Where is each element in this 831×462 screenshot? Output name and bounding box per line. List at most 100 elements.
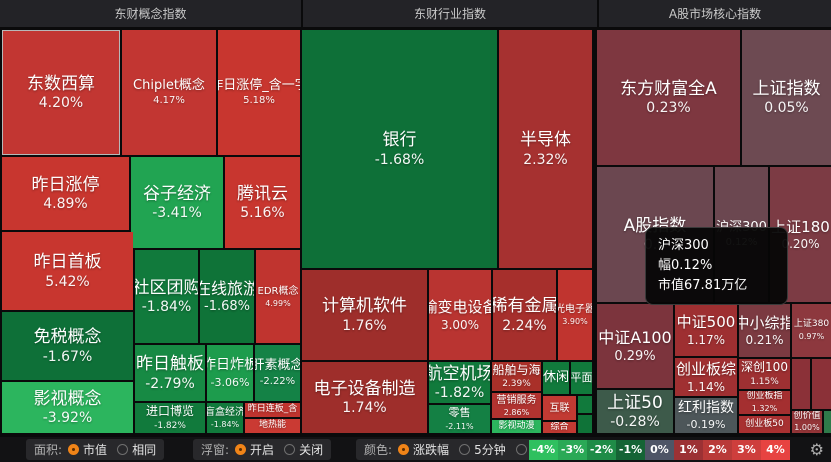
tile-value: 2.39% [502,379,531,390]
section-header-industry-index: 东财行业指数 [303,0,597,27]
treemap-tile[interactable]: 零售 -2.11% [429,405,490,433]
treemap-tile[interactable]: 进口博览 -1.82% [135,403,205,433]
treemap-tile[interactable]: 休闲 [543,362,569,394]
tile-value: -1.68% [374,151,425,168]
radio-selected-icon[interactable] [235,444,247,455]
tile-label: EDR概念 [257,285,299,297]
treemap-tile[interactable]: EDR概念 4.99% [256,250,300,343]
treemap-tile[interactable]: 创价值 1.00% [792,411,822,433]
treemap-tile[interactable]: 创业板50 [739,416,790,433]
treemap-tile[interactable]: 东方财富全A 0.23% [597,30,740,165]
treemap-tile[interactable]: 创业板综 1.14% [675,358,737,396]
radio-unselected-icon[interactable] [515,444,527,455]
treemap-tile[interactable]: 输变电设备 3.00% [429,270,491,360]
treemap-tile[interactable] [812,359,831,409]
radio-option[interactable]: 相同 [117,441,156,458]
treemap-tile[interactable]: 免税概念 -1.67% [2,312,133,380]
treemap-tile[interactable]: 东数西算 4.20% [2,30,120,155]
radio-unselected-icon[interactable] [117,444,129,455]
tile-label: 昨日涨停 [31,174,100,195]
tile-label: 腾讯云 [237,183,288,204]
treemap-tile[interactable]: 银行 -1.68% [302,30,497,268]
radio-option[interactable]: 涨跌幅 [398,441,449,458]
treemap-tile[interactable]: 稀有金属 2.24% [493,270,556,360]
radio-unselected-icon[interactable] [459,444,471,455]
treemap-tile[interactable]: 影视概念 -3.92% [2,382,133,433]
treemap-tile[interactable]: 电子设备制造 1.74% [302,362,427,433]
treemap-tile[interactable] [578,396,592,413]
treemap-tile[interactable]: 综合 [543,422,576,433]
treemap-tile[interactable]: 创业板指 1.32% [739,391,790,414]
tile-value: 0.23% [646,100,691,117]
settings-gear-icon[interactable]: ⚙ [809,440,824,459]
tile-value: -0.28% [610,414,660,431]
radio-unselected-icon[interactable] [284,444,296,455]
treemap-tile[interactable]: 上证380 0.97% [792,304,831,357]
radio-option[interactable]: 市值 [68,441,107,458]
treemap-tile[interactable]: 中证A100 0.29% [597,304,673,388]
treemap-tile[interactable]: 红利指数 -0.19% [675,398,737,433]
radio-selected-icon[interactable] [398,444,410,455]
change-color-scale: -4% -3% -2% -1% 0% 1% 2% 3% 4% [529,440,790,460]
tile-value: 4.20% [38,95,84,112]
treemap-tile[interactable]: Chiplet概念 4.17% [122,30,216,155]
treemap-tile[interactable]: 计算机软件 1.76% [302,270,427,360]
treemap-tile[interactable]: 平面 [571,362,592,394]
radio-selected-icon[interactable] [68,444,80,455]
tile-label: 昨日炸板 [207,357,253,374]
treemap-tile[interactable] [792,359,810,409]
tile-label: 昨日涨停_含一字 [218,77,300,93]
treemap-tile[interactable]: 上证50 -0.28% [597,390,673,433]
tile-label: 创价值 [793,411,821,421]
section-title: 东财概念指数 [114,7,187,21]
tile-value: 2.24% [502,317,547,334]
treemap-tile[interactable]: 昨日炸板 -3.06% [207,345,253,401]
treemap-tile[interactable]: 互联 [543,396,576,420]
treemap-tile[interactable]: 昨日涨停 4.89% [2,157,129,230]
tile-value: -2.79% [145,375,195,392]
treemap-tile[interactable]: 地热能 [245,419,300,433]
radio-option[interactable]: 开启 [235,441,274,458]
treemap-tile[interactable]: 在线旅游 -1.68% [200,250,254,343]
treemap-tile[interactable]: 深创100 1.15% [739,359,790,389]
treemap-tile[interactable]: 光电子器 3.90% [558,270,592,360]
treemap-tile[interactable]: 昨日首板 5.42% [2,232,133,310]
tile-label: 平面 [571,370,592,384]
tile-value: 0.21% [745,333,784,348]
treemap-tile[interactable]: 上证指数 0.05% [742,30,831,165]
treemap-tile[interactable]: 半导体 2.32% [499,30,592,268]
tile-label: 稀有金属 [493,296,556,317]
tooltip-market-cap: 市值67.81万亿 [658,278,748,294]
treemap-tile[interactable]: 中证500 1.17% [675,304,737,356]
scale-segment: 3% [732,440,761,460]
treemap-tile[interactable]: 船舶与海 2.39% [492,362,541,391]
scale-segment: -4% [529,440,558,460]
radio-label: 开启 [250,443,275,457]
treemap-tile[interactable]: 昨日触板 -2.79% [135,345,205,401]
radio-option[interactable]: 关闭 [284,441,323,458]
treemap-tile[interactable] [824,411,831,433]
treemap-tile[interactable]: 腾讯云 5.16% [225,157,300,248]
section-header-core-index: A股市场核心指数 [599,0,831,27]
treemap-tile[interactable]: 航空机场 -1.82% [429,362,490,403]
treemap-tile[interactable] [578,415,592,433]
treemap-tile[interactable]: 昨日涨停_含一字 5.18% [218,30,300,155]
tile-label: 光电子器 [558,304,592,315]
area-control-group: 面积: 市值 相同 [26,439,165,460]
tile-value: -2.22% [259,375,296,387]
treemap-tile[interactable]: 影视动漫 [492,420,541,433]
treemap-tile[interactable]: 肝素概念 -2.22% [255,345,300,401]
treemap-tile[interactable]: 谷子经济 -3.41% [131,157,223,248]
treemap-tile[interactable]: 盲盒经济 -1.84% [207,403,243,433]
tile-label: 航空机场 [429,363,490,384]
treemap-tile[interactable]: 社区团购 -1.84% [135,250,198,343]
treemap-tile[interactable]: 昨日连板_含 [245,403,300,417]
tile-value: 5.42% [45,273,90,290]
tile-label: 上证50 [607,392,663,413]
scale-segment: -1% [616,440,645,460]
treemap-tile[interactable]: 营销服务 2.86% [492,393,541,418]
tile-label: 上证380 [793,319,830,330]
treemap-tile[interactable]: 中小综指 0.21% [739,304,790,357]
radio-option[interactable]: 5分钟 [459,441,506,458]
